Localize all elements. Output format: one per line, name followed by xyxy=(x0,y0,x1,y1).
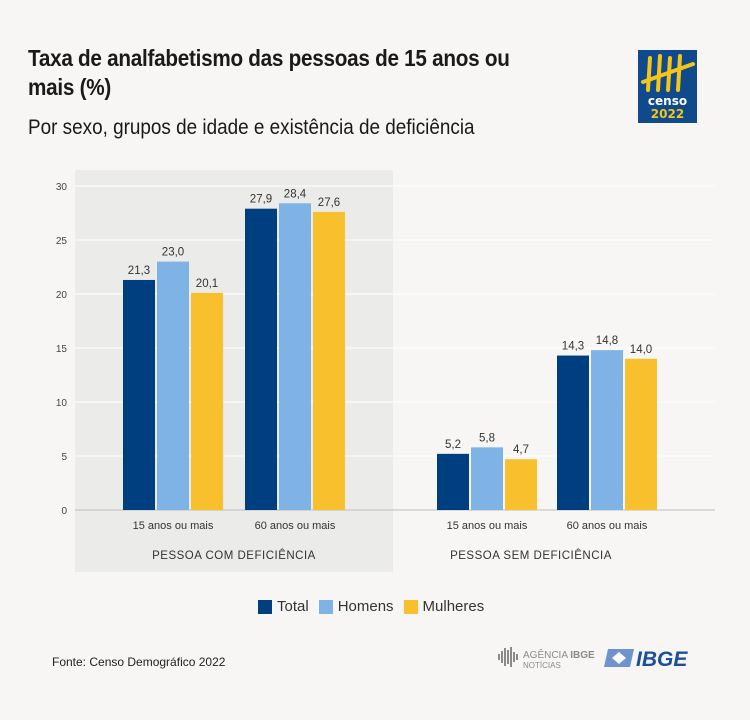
bar-homens xyxy=(279,203,311,510)
x-category-label: 15 anos ou mais xyxy=(447,520,528,532)
bar-total xyxy=(123,279,155,510)
data-label: 21,3 xyxy=(128,265,150,277)
legend-item-mulheres: Mulheres xyxy=(403,598,485,615)
group-label: PESSOA SEM DEFICIÊNCIA xyxy=(450,549,612,562)
x-category-label: 15 anos ou mais xyxy=(133,520,214,532)
bar-total xyxy=(557,355,589,510)
data-label: 14,8 xyxy=(596,335,618,347)
legend-item-total: Total xyxy=(258,598,309,615)
bar-mulheres xyxy=(625,358,657,510)
legend-item-homens: Homens xyxy=(318,598,394,615)
y-tick-label: 30 xyxy=(56,182,68,193)
agencia-ibge-logo: AGÊNCIA IBGE NOTÍCIAS xyxy=(498,646,598,675)
ibge-logo: IBGE xyxy=(604,646,696,675)
group-label: PESSOA COM DEFICIÊNCIA xyxy=(152,549,316,562)
bar-homens xyxy=(157,261,189,510)
svg-text:2022: 2022 xyxy=(651,107,684,121)
y-tick-label: 25 xyxy=(56,236,68,247)
data-label: 28,4 xyxy=(284,188,307,200)
bar-homens xyxy=(591,350,623,510)
y-tick-label: 0 xyxy=(61,506,67,517)
y-tick-label: 20 xyxy=(56,290,68,301)
legend-swatch xyxy=(403,599,418,614)
bar-total xyxy=(245,208,277,510)
data-label: 14,0 xyxy=(630,344,652,356)
y-tick-label: 10 xyxy=(56,398,68,409)
legend: Total Homens Mulheres xyxy=(258,598,484,615)
legend-swatch xyxy=(318,599,333,614)
bar-homens xyxy=(471,447,503,510)
x-category-label: 60 anos ou mais xyxy=(255,520,336,532)
data-label: 14,3 xyxy=(562,341,584,353)
svg-text:NOTÍCIAS: NOTÍCIAS xyxy=(523,661,561,670)
data-label: 27,9 xyxy=(250,194,272,206)
legend-label: Mulheres xyxy=(422,598,485,615)
page-title: Taxa de analfabetismo das pessoas de 15 … xyxy=(28,45,510,100)
y-tick-label: 15 xyxy=(56,344,68,355)
bar-mulheres xyxy=(191,292,223,510)
data-label: 23,0 xyxy=(162,247,184,259)
bar-total xyxy=(437,453,469,510)
bar-mulheres xyxy=(313,211,345,511)
x-category-label: 60 anos ou mais xyxy=(567,520,648,532)
data-label: 5,8 xyxy=(479,432,495,444)
data-label: 4,7 xyxy=(513,444,529,456)
data-label: 5,2 xyxy=(445,439,461,451)
y-tick-label: 5 xyxy=(61,452,67,463)
legend-label: Homens xyxy=(337,598,394,615)
data-label: 27,6 xyxy=(318,197,340,209)
shaded-region xyxy=(75,170,393,572)
svg-text:censo: censo xyxy=(648,94,687,108)
data-label: 20,1 xyxy=(196,278,218,290)
svg-text:IBGE: IBGE xyxy=(636,648,688,670)
source-note: Fonte: Censo Demográfico 2022 xyxy=(52,655,226,669)
bar-mulheres xyxy=(505,459,537,510)
legend-swatch xyxy=(258,599,272,614)
censo-2022-logo: censo 2022 xyxy=(638,50,697,123)
legend-label: Total xyxy=(277,598,309,615)
page-subtitle: Por sexo, grupos de idade e existência d… xyxy=(28,116,475,139)
svg-text:AGÊNCIA IBGE: AGÊNCIA IBGE xyxy=(523,648,595,661)
